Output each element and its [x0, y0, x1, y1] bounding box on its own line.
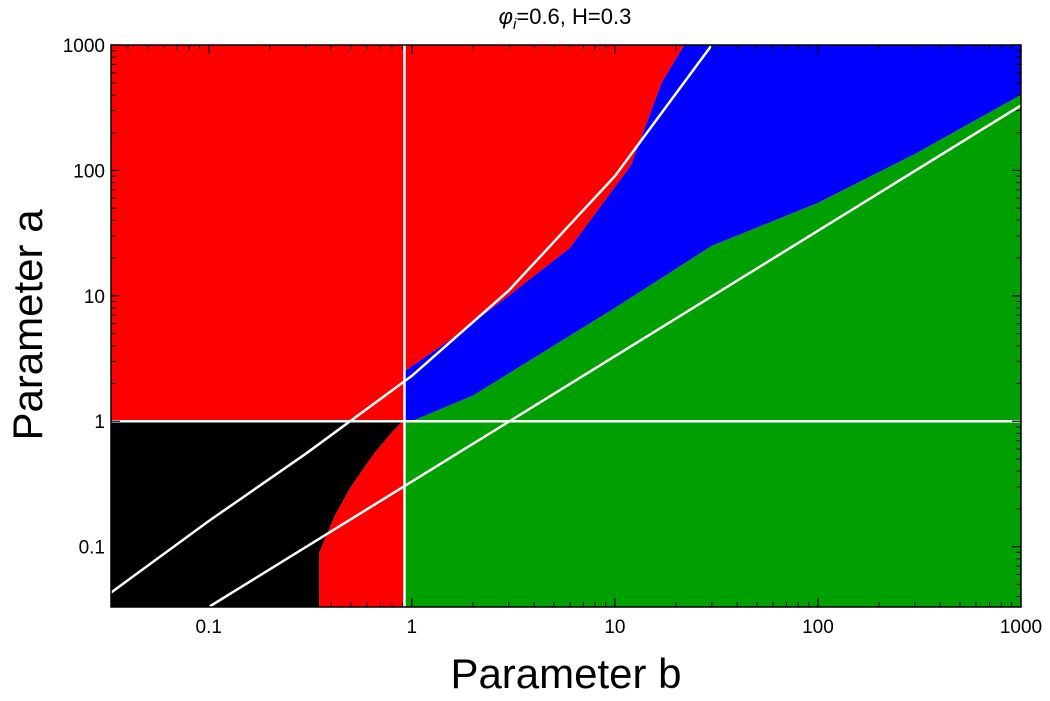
title-symbol: φ [499, 4, 513, 29]
plot-area [110, 44, 1022, 609]
plot-title: φi=0.6, H=0.3 [499, 4, 632, 33]
x-tick-label: 10 [604, 617, 625, 638]
region-blue-2 [404, 45, 1021, 422]
y-tick-label: 0.1 [79, 538, 105, 559]
region-red-0 [111, 45, 405, 422]
x-tick-label: 100 [802, 617, 834, 638]
y-tick-label: 1 [94, 412, 105, 433]
x-tick-label: 1000 [1000, 617, 1042, 638]
title-subscript: i [513, 16, 517, 33]
plot-frame [110, 44, 1022, 608]
region-red-1 [404, 45, 685, 422]
region-black-5 [111, 421, 403, 607]
axes: 0.1 1 10 100 1000 0.1 1 10 100 1000 [63, 36, 1042, 638]
y-tick-label: 1000 [63, 36, 105, 57]
y-tick-label: 100 [73, 161, 105, 182]
region-red-4 [319, 421, 405, 607]
regions [111, 45, 1021, 607]
y-tick-label: 10 [84, 287, 105, 308]
boundary-curve-3 [208, 104, 1022, 609]
y-axis-title: Parameter a [4, 209, 51, 441]
title-text: =0.6, H=0.3 [516, 4, 631, 29]
overlay-lines [110, 44, 1022, 609]
x-axis-title: Parameter b [450, 650, 681, 697]
x-tick-label: 1 [407, 617, 418, 638]
region-green-3 [404, 94, 1021, 607]
x-tick-label: 0.1 [196, 617, 222, 638]
boundary-curve-2 [110, 44, 713, 594]
